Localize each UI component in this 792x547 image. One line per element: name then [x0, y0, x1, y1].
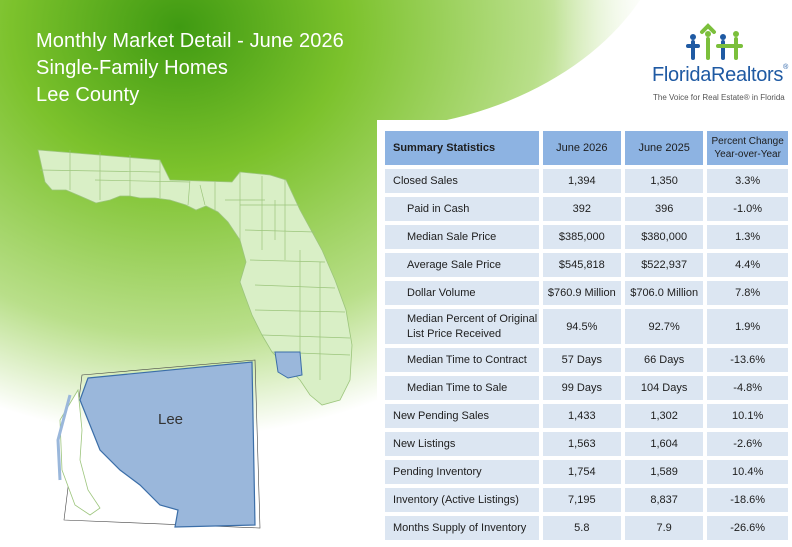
- header-percent-change-line1: Percent Change: [711, 136, 784, 147]
- value-june-2025: 8,837: [624, 488, 704, 512]
- header-percent-change: Percent Change Year-over-Year: [707, 131, 788, 165]
- row-label: Dollar Volume: [385, 281, 539, 305]
- lee-county-inset: [79, 361, 256, 528]
- row-label: Months Supply of Inventory: [385, 516, 539, 540]
- row-label-line2: List Price Received: [407, 327, 502, 340]
- florida-county-map: [37, 149, 353, 529]
- value-june-2026: $385,000: [542, 225, 621, 249]
- table-row: Median Time to Contract 57 Days 66 Days …: [385, 348, 788, 372]
- value-june-2026: 94.5%: [542, 309, 621, 344]
- row-label: Average Sale Price: [385, 253, 539, 277]
- table-row: Closed Sales 1,394 1,350 3.3%: [385, 169, 788, 193]
- value-percent-change: -1.0%: [707, 197, 788, 221]
- florida-realtors-logo-icon: [686, 23, 743, 60]
- value-percent-change: -26.6%: [707, 516, 788, 540]
- value-percent-change: 1.3%: [707, 225, 788, 249]
- title-line-3: Lee County: [36, 84, 140, 106]
- table-row: New Pending Sales 1,433 1,302 10.1%: [385, 404, 788, 428]
- value-june-2026: 392: [542, 197, 621, 221]
- value-percent-change: -4.8%: [707, 376, 788, 400]
- value-june-2025: 396: [624, 197, 704, 221]
- header-june-2026: June 2026: [542, 131, 621, 165]
- lee-county-label: Lee: [158, 411, 184, 428]
- value-percent-change: 4.4%: [707, 253, 788, 277]
- value-june-2025: 1,302: [624, 404, 704, 428]
- logo-brand-text: FloridaRealtors®: [652, 64, 788, 87]
- logo-reg-mark: ®: [783, 64, 788, 71]
- header-june-2025: June 2025: [624, 131, 704, 165]
- table-row: Months Supply of Inventory 5.8 7.9 -26.6…: [385, 516, 788, 540]
- value-june-2026: 99 Days: [542, 376, 621, 400]
- value-june-2025: 1,604: [624, 432, 704, 456]
- value-june-2025: $380,000: [624, 225, 704, 249]
- row-label: Median Time to Contract: [385, 348, 539, 372]
- table-row: Median Time to Sale 99 Days 104 Days -4.…: [385, 376, 788, 400]
- lee-county-small: [274, 351, 303, 379]
- value-june-2026: $545,818: [542, 253, 621, 277]
- value-percent-change: -18.6%: [707, 488, 788, 512]
- summary-panel: Summary Statistics June 2026 June 2025 P…: [377, 120, 792, 547]
- value-june-2025: $522,937: [624, 253, 704, 277]
- row-label-line1: Median Percent of Original: [407, 312, 538, 325]
- logo-tagline: The Voice for Real Estate® in Florida: [653, 93, 785, 102]
- table-row: Median Percent of Original List Price Rec…: [385, 309, 788, 344]
- value-june-2025: 104 Days: [624, 376, 704, 400]
- value-june-2025: 92.7%: [624, 309, 704, 344]
- row-label: Inventory (Active Listings): [385, 488, 539, 512]
- title-line-2: Single-Family Homes: [36, 57, 228, 79]
- row-label: New Pending Sales: [385, 404, 539, 428]
- value-june-2026: 5.8: [542, 516, 621, 540]
- title-line-1: Monthly Market Detail - June 2026: [36, 30, 344, 52]
- value-june-2025: 1,589: [624, 460, 704, 484]
- row-label: Median Time to Sale: [385, 376, 539, 400]
- value-june-2025: 7.9: [624, 516, 704, 540]
- row-label: Pending Inventory: [385, 460, 539, 484]
- row-label: Median Percent of Original List Price Rec…: [385, 309, 539, 344]
- table-row: Median Sale Price $385,000 $380,000 1.3%: [385, 225, 788, 249]
- report-title: Monthly Market Detail - June 2026 Single…: [36, 28, 344, 109]
- value-june-2025: 1,350: [624, 169, 704, 193]
- florida-state-shape: [37, 149, 353, 406]
- value-june-2026: 1,394: [542, 169, 621, 193]
- row-label: New Listings: [385, 432, 539, 456]
- header-summary-statistics: Summary Statistics: [385, 131, 539, 165]
- value-june-2026: $760.9 Million: [542, 281, 621, 305]
- value-percent-change: 10.4%: [707, 460, 788, 484]
- value-june-2026: 1,563: [542, 432, 621, 456]
- value-percent-change: -2.6%: [707, 432, 788, 456]
- value-june-2026: 1,754: [542, 460, 621, 484]
- value-june-2026: 7,195: [542, 488, 621, 512]
- logo-brand: FloridaRealtors: [652, 64, 784, 86]
- row-label: Closed Sales: [385, 169, 539, 193]
- table-row: Average Sale Price $545,818 $522,937 4.4…: [385, 253, 788, 277]
- table-row: Dollar Volume $760.9 Million $706.0 Mill…: [385, 281, 788, 305]
- value-june-2025: $706.0 Million: [624, 281, 704, 305]
- value-percent-change: -13.6%: [707, 348, 788, 372]
- table-row: Pending Inventory 1,754 1,589 10.4%: [385, 460, 788, 484]
- header-percent-change-line2: Year-over-Year: [714, 149, 781, 160]
- table-row: New Listings 1,563 1,604 -2.6%: [385, 432, 788, 456]
- value-percent-change: 3.3%: [707, 169, 788, 193]
- value-percent-change: 7.8%: [707, 281, 788, 305]
- value-june-2026: 57 Days: [542, 348, 621, 372]
- row-label: Median Sale Price: [385, 225, 539, 249]
- table-row: Inventory (Active Listings) 7,195 8,837 …: [385, 488, 788, 512]
- table-header-row: Summary Statistics June 2026 June 2025 P…: [385, 131, 788, 165]
- value-percent-change: 10.1%: [707, 404, 788, 428]
- value-june-2026: 1,433: [542, 404, 621, 428]
- value-percent-change: 1.9%: [707, 309, 788, 344]
- table-row: Paid in Cash 392 396 -1.0%: [385, 197, 788, 221]
- row-label: Paid in Cash: [385, 197, 539, 221]
- value-june-2025: 66 Days: [624, 348, 704, 372]
- summary-table: Summary Statistics June 2026 June 2025 P…: [381, 127, 792, 544]
